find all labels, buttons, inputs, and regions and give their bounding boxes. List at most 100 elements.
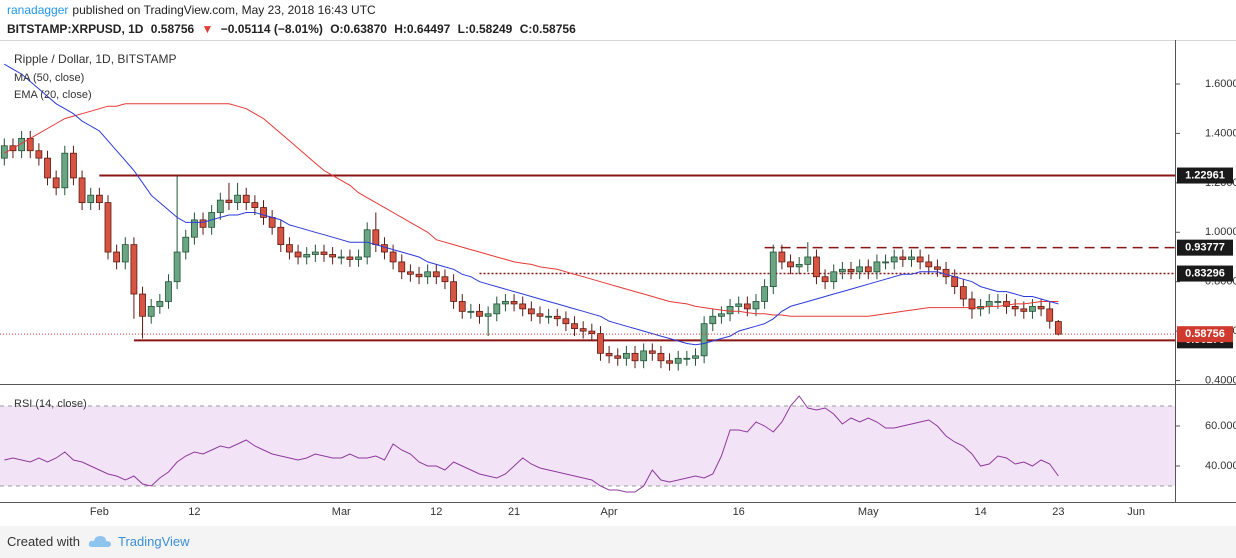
candle-body [415,273,423,278]
candle-body [467,310,475,313]
legend-entry: EMA (20, close) [14,89,92,101]
last-price-box [1177,326,1233,343]
candle-body [458,301,466,312]
footer-text: Created with [7,534,80,549]
candle-body [700,323,708,357]
candle-body [87,194,95,204]
author[interactable]: ranadagger [7,3,69,17]
candle-body [121,244,129,263]
candle-body [614,355,622,359]
candle-body [951,276,959,288]
y-tick-label: 40.0000 [1205,460,1236,472]
candle-body [942,268,950,278]
candle-body [847,268,855,273]
candle-body [899,256,907,260]
candle-body [294,251,302,258]
candle-body [113,251,121,263]
candle-body [813,256,820,278]
candle-body [562,318,570,325]
candle-body [268,217,276,228]
candle-body [303,254,311,258]
legend-entry: MA (50, close) [14,72,84,84]
candle-body [709,315,717,325]
candle-body [165,281,172,302]
y-tick-label: 1.60000 [1205,78,1236,90]
candle-body [104,202,112,253]
candle-body [527,308,535,315]
change: −0.05114 (−8.01%) [220,22,323,36]
price: 0.58756 [150,22,195,36]
x-tick-label: Mar [332,506,351,518]
chart-title: Ripple / Dollar, 1D, BITSTAMP [14,52,177,66]
candle-body [588,330,596,334]
ohlc-open: O:0.63870 [330,22,387,36]
candle-body [726,305,734,315]
candle-body [1020,308,1028,312]
level-label-box [1177,239,1233,256]
x-tick-label: Apr [601,506,618,518]
candle-body [78,177,86,204]
candle-body [381,244,388,253]
level-label: 0.83296 [1185,267,1225,279]
candle-body [959,286,967,300]
level-label: 1.22961 [1185,169,1225,181]
candle-body [355,256,362,260]
candle-body [1054,321,1062,335]
candle-body [173,251,181,283]
candle-body [406,271,414,275]
rsi-line [4,395,1059,493]
candle-body [916,256,924,263]
candle-body [61,152,69,189]
candle-body [234,194,241,204]
candle-body [52,177,60,189]
candle-body [597,333,604,354]
candle-body [260,207,267,218]
candle-body [769,251,777,288]
candle-body [890,256,898,263]
candle-body [605,352,613,357]
candle-body [545,315,553,318]
candle-body [139,293,146,317]
y-tick-label: 1.00000 [1205,226,1236,238]
candle-body [735,303,743,307]
candle-body [70,152,77,179]
x-tick-label: 14 [974,506,986,518]
x-tick-label: 23 [1052,506,1064,518]
candle-body [130,244,138,295]
candle-body [277,226,285,246]
candle-body [873,261,881,273]
candle-body [718,313,725,317]
rsi-band [0,406,1175,486]
candle-body [821,276,829,283]
candle-body [752,301,760,310]
candle-body [424,271,432,278]
candle-body [441,276,449,283]
candle-body [640,350,648,362]
candle-body [476,310,483,317]
footer: Created with TradingView [0,526,1236,558]
candle-body [882,261,889,264]
candle-body [934,266,941,270]
candle-body [329,254,337,258]
x-tick-label: 21 [508,506,520,518]
brand[interactable]: TradingView [118,534,190,549]
ma-line [4,103,1059,317]
candle-body [182,236,190,253]
candle-body [571,323,578,330]
candle-body [190,219,198,238]
level-label: 0.93777 [1185,242,1225,254]
candle-body [761,286,769,302]
candle-body [579,328,587,332]
level-label-box [1177,167,1233,184]
candle-body [251,202,259,208]
candle-body [657,352,665,362]
symbol: BITSTAMP:XRPUSD, 1D [7,22,144,36]
candle-body [648,350,656,354]
candle-body [536,313,544,317]
candle-body [795,263,803,268]
symbol-line: BITSTAMP:XRPUSD, 1D 0.58756 ▼ −0.05114 (… [7,22,580,36]
candle-body [286,244,293,253]
candle-body [666,360,673,364]
